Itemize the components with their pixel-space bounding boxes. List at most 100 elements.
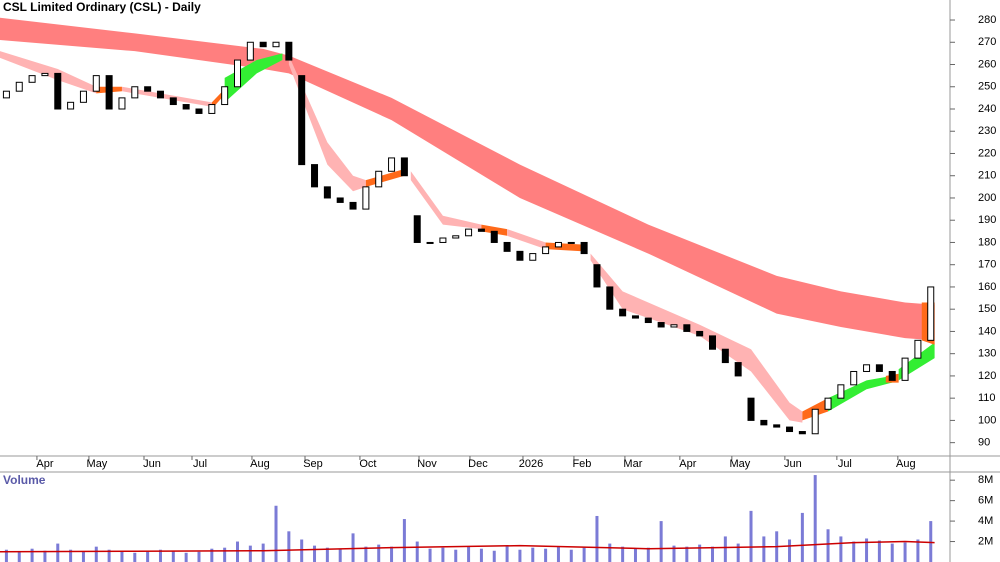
candle [657,322,665,328]
y-tick-label: 210 [978,170,996,182]
y-tick-label: 120 [978,370,996,382]
candle [811,408,819,435]
candle [426,241,434,244]
volume-bar [248,545,252,562]
x-tick-label: Jun [784,458,802,470]
candle [452,235,460,239]
candle [195,108,203,114]
ribbon [507,229,546,250]
volume-bar [492,550,496,562]
volume-bar [171,550,175,562]
candle [15,81,23,92]
volume-bar [711,546,714,562]
volume-bar [608,543,612,562]
volume-bar [839,536,843,562]
candle [824,397,832,410]
volume-bar [531,547,535,562]
volume-bar [377,544,381,562]
volume-bar [17,551,21,562]
x-tick-label: Apr [36,458,53,470]
x-tick-label: Dec [468,458,488,470]
candle [927,286,935,341]
volume-bar [929,521,933,562]
volume-bar [518,549,522,562]
volume-bar [646,547,650,562]
candle [259,41,267,48]
candle [336,197,344,203]
volume-bar [865,538,869,562]
volume-pane: 2M 4M 6M 8M [0,474,993,562]
volume-bar [30,548,34,562]
candle [644,317,652,324]
candle [580,241,588,255]
y-tick-label: 280 [978,14,996,26]
x-tick-label: 2026 [519,458,543,470]
candle [619,308,627,317]
candle [503,241,511,252]
candle [798,431,806,435]
volume-bar [454,549,458,562]
y-tick-label: 90 [978,437,990,449]
volume-bar [441,547,445,562]
volume-bar [788,539,792,562]
volume-bar [364,546,368,562]
y-tick-label: 100 [978,414,996,426]
candle [554,241,562,248]
y-tick-label: 260 [978,58,996,70]
volume-bar [390,546,394,562]
volume-bar [621,546,625,562]
volume-bar [313,545,317,562]
volume-bar [94,546,98,562]
ribbon [481,224,508,236]
volume-bar [69,549,73,562]
volume-bar [236,541,239,562]
candle [529,253,537,261]
candle [773,424,781,428]
candle [914,339,922,359]
candle [901,357,909,381]
volume-bar [736,543,740,562]
volume-bar [813,475,817,562]
y-tick-label: 140 [978,325,996,337]
y-tick-label: 6M [978,495,993,507]
volume-bar [402,519,406,562]
candle [400,157,408,177]
volume-bar [133,552,137,562]
candle [41,72,49,77]
y-tick-label: 230 [978,125,996,137]
candle [542,246,550,255]
y-tick-label: 170 [978,259,996,271]
y-tick-label: 4M [978,515,993,527]
candle [413,215,421,243]
volume-bar [916,539,920,562]
volume-bar [556,546,560,562]
volume-bar [43,550,47,562]
volume-bar [595,515,599,562]
candle [683,324,691,332]
candle [28,75,36,83]
y-tick-label: 190 [978,214,996,226]
y-tick-label: 110 [978,392,996,404]
candle [734,362,742,377]
candle [490,230,498,243]
candle [79,90,87,103]
candle [311,164,319,188]
volume-bar [762,536,766,562]
candle [105,75,113,110]
candle [721,348,729,364]
volume-bar [698,544,702,562]
x-tick-label: Aug [250,458,270,470]
volume-bar [4,549,8,562]
volume-bar [749,510,753,562]
volume-average [0,540,935,553]
volume-bar [685,546,689,562]
volume-bar [582,547,586,562]
x-tick-label: Oct [359,458,376,470]
volume-bar [479,548,483,562]
volume-bar [467,546,471,562]
ribbon [828,375,893,412]
y-tick-label: 130 [978,348,996,360]
y-tick-label: 200 [978,192,996,204]
volume-bar [659,521,663,562]
x-tick-label: Jul [838,458,852,470]
